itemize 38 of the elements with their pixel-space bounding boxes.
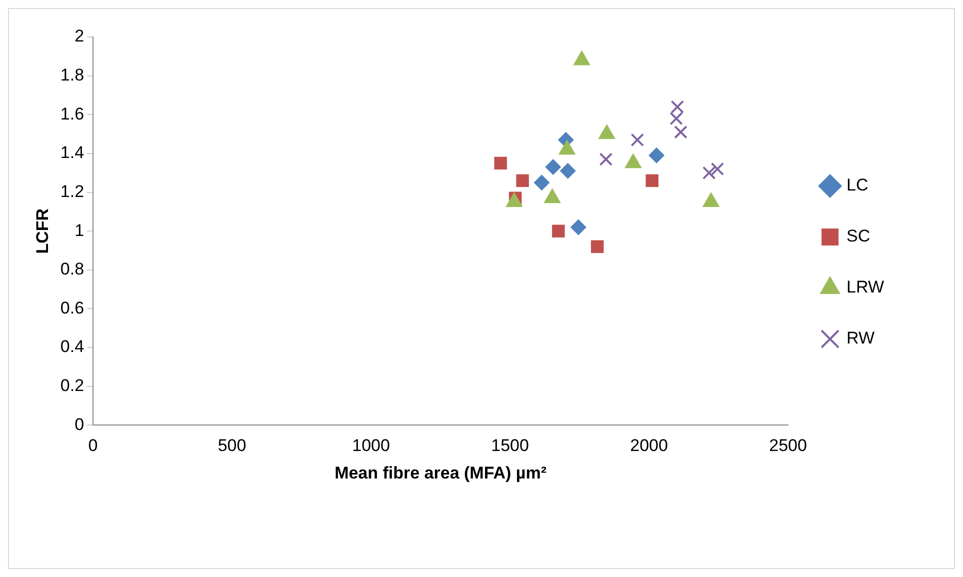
x-tick-label: 1500	[491, 436, 529, 456]
x-tick-label: 2500	[769, 436, 807, 456]
y-tick-label: 0	[74, 414, 84, 434]
y-tick-label: 0.2	[60, 376, 84, 396]
point	[552, 224, 565, 238]
x-axis-title: Mean fibre area (MFA) µm²	[334, 463, 547, 482]
point	[710, 162, 724, 176]
x-tick-label: 2000	[630, 436, 668, 456]
point	[570, 219, 586, 236]
point	[560, 162, 576, 179]
y-tick-label: 1.6	[60, 104, 84, 124]
y-tick-label: 1.8	[60, 66, 84, 85]
point	[674, 125, 688, 139]
point	[702, 166, 716, 180]
point	[646, 174, 658, 187]
point	[545, 159, 562, 176]
legend-label: SC	[846, 226, 870, 246]
point	[534, 174, 550, 191]
y-tick-label: 1	[74, 220, 84, 240]
point	[516, 174, 529, 187]
point	[494, 156, 507, 170]
point	[630, 133, 644, 147]
x-tick-label: 500	[218, 436, 246, 456]
point	[590, 240, 604, 253]
y-tick-label: 1.4	[60, 143, 84, 162]
y-axis-title: LCFR	[32, 208, 52, 254]
x-tick-label: 0	[88, 436, 98, 456]
y-tick-label: 0.8	[60, 260, 84, 279]
legend-label: LC	[846, 176, 868, 195]
legend-label: LRW	[846, 278, 884, 297]
y-tick-label: 0.6	[60, 298, 84, 318]
point	[648, 147, 665, 164]
y-tick-label: 0.4	[60, 337, 84, 356]
x-tick-label: 1000	[352, 436, 390, 456]
y-tick-label: 2	[74, 26, 84, 46]
y-tick-label: 1.2	[60, 182, 84, 201]
point	[599, 152, 613, 166]
legend-label: RW	[846, 328, 875, 348]
